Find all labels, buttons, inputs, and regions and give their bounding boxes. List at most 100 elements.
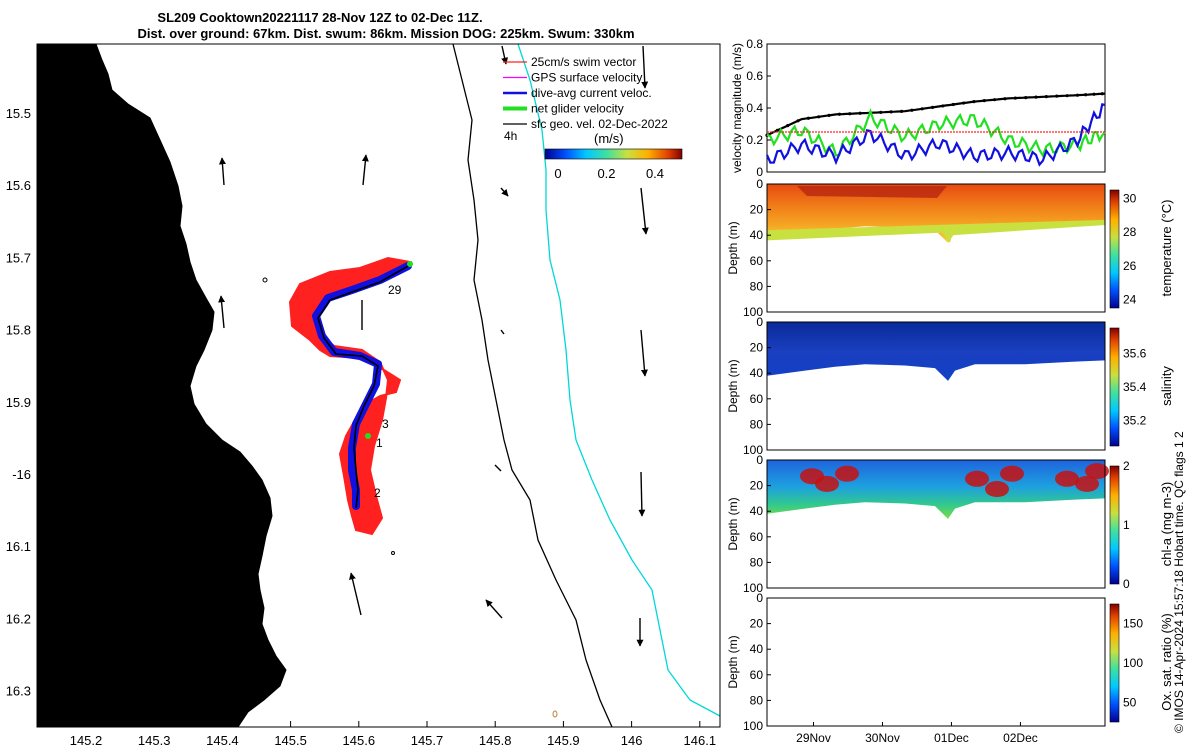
profile-y-tick-label: 0: [756, 453, 763, 467]
velocity-point: [1044, 95, 1048, 99]
map-y-tick-label: 15.8: [6, 323, 31, 338]
profile-colorbar-tick: 1: [1123, 518, 1130, 532]
profile-y-tick-label: 80: [750, 555, 764, 569]
velocity-point: [920, 107, 924, 111]
velocity-point: [858, 111, 862, 115]
map-y-tick-label: 15.9: [6, 395, 31, 410]
map-x-tick-label: 145.3: [138, 733, 171, 748]
glider-position: [407, 261, 413, 267]
chl-high-patch: [965, 470, 989, 487]
map-x-tick-label: 145.7: [411, 733, 444, 748]
velocity-point: [1084, 93, 1088, 97]
profile-y-tick-label: 20: [750, 617, 764, 631]
map-legend: 25cm/s swim vector GPS surface velocitydi…: [503, 55, 668, 131]
profile-ylabel: Depth (m): [726, 359, 740, 412]
map-y-tick-label: 16.1: [6, 539, 31, 554]
velocity-point: [941, 104, 945, 108]
velocity-point: [786, 124, 790, 128]
profile-y-tick-label: 20: [750, 479, 764, 493]
profile-axes-frame: [766, 183, 1106, 313]
profile-y-tick-label: 40: [750, 228, 764, 242]
waypoint-label-2: 2: [374, 486, 381, 500]
velocity-point: [899, 109, 904, 113]
profile-axes-frame: [766, 321, 1106, 451]
velocity-point: [972, 100, 976, 104]
chl-high-patch: [835, 465, 859, 482]
velocity-point: [1055, 94, 1059, 98]
velocity-point: [993, 98, 997, 102]
velocity-point: [827, 113, 831, 117]
isobath-200m: [452, 43, 613, 728]
net-glider-track: [317, 264, 411, 509]
speed-colorbar-tick: 0: [554, 166, 561, 181]
profile-colorbar: [1109, 465, 1120, 585]
velocity-point: [982, 99, 986, 103]
map-y-tick-label: 15.5: [6, 106, 31, 121]
velocity-point: [1065, 94, 1069, 98]
map-x-tick-label: 146.1: [684, 733, 717, 748]
profile-panel-2: 0 20 40 60 80 100 Depth (m) 35.2 35.4 35.6 salinit…: [726, 315, 1174, 457]
profile-colorbar: [1109, 189, 1120, 309]
profile-colorbar-tick: 0: [1123, 577, 1130, 591]
profile-colorbar-label: salinity: [1159, 366, 1174, 406]
profile-y-tick-label: 60: [750, 530, 764, 544]
profile-y-tick-label: 40: [750, 504, 764, 518]
profile-y-tick-label: 80: [750, 693, 764, 707]
profile-y-tick-label: 20: [750, 341, 764, 355]
velocity-point: [806, 116, 810, 120]
profile-y-tick-label: 100: [743, 719, 763, 733]
profile-x-tick-label: 02Dec: [1003, 731, 1038, 745]
profile-y-tick-label: 40: [750, 366, 764, 380]
glider-track: [288, 256, 413, 536]
profile-colorbar-tick: 30: [1123, 191, 1137, 205]
velocity-point: [1003, 97, 1007, 101]
speed-colorbar-tick: 0.4: [646, 166, 664, 181]
profile-y-tick-label: 40: [750, 642, 764, 656]
profile-y-tick-label: 60: [750, 668, 764, 682]
chl-high-patch: [815, 475, 839, 492]
profile-y-tick-label: 60: [750, 254, 764, 268]
map-y-tick-label: -16: [12, 467, 31, 482]
profile-y-tick-label: 80: [750, 279, 764, 293]
map-x-tick-label: 145.2: [70, 733, 103, 748]
isobath-1000m: [517, 43, 721, 717]
profile-y-tick-label: 0: [756, 177, 763, 191]
chl-high-patch: [1055, 470, 1079, 487]
profile-colorbar-tick: 2: [1123, 459, 1130, 473]
profile-axes-frame: [766, 459, 1106, 589]
profile-panel-4: 0 20 40 60 80 100 Depth (m) 50 100 150 Ox. sat. ra…: [726, 591, 1174, 745]
legend-label: sfc geo. vel. 02-Dec-2022: [531, 117, 668, 131]
profile-x-tick-label: 29Nov: [796, 731, 831, 745]
profile-colorbar-label: chl-a (mg m-3): [1159, 482, 1174, 567]
profile-colorbar-tick: 26: [1123, 259, 1137, 273]
chl-high-patch: [1000, 465, 1024, 482]
legend-label: GPS surface velocity: [531, 71, 642, 85]
velocity-y-tick-label: 0: [756, 165, 763, 179]
velocity-point: [848, 112, 852, 116]
chart-title-line1: SL209 Cooktown20221117 28-Nov 12Z to 02-…: [157, 10, 483, 25]
waypoint-marker: [365, 433, 371, 439]
profile-colorbar-tick: 28: [1123, 225, 1137, 239]
profile-x-tick-label: 30Nov: [865, 731, 900, 745]
island: [262, 277, 268, 283]
velocity-point: [930, 105, 935, 109]
island: [391, 551, 395, 555]
profile-colorbar-label: temperature (°C): [1159, 200, 1174, 297]
map-panel: 29 3 1 2 145.2 145.3 145.4 145.5 145.6 145.7 1…: [6, 43, 721, 748]
profile-colorbar: [1109, 603, 1120, 723]
velocity-series-sfc-geo-vel-: [766, 92, 1106, 137]
island: [552, 710, 558, 718]
profile-panel-1: 0 20 40 60 80 100 Depth (m) 24 26 28 30 temperature…: [726, 177, 1174, 319]
profile-ylabel: Depth (m): [726, 221, 740, 274]
profile-colorbar: [1109, 327, 1120, 447]
map-y-tick-label: 15.6: [6, 178, 31, 193]
map-x-tick-label: 145.5: [274, 733, 307, 748]
velocity-point: [951, 102, 955, 107]
velocity-y-tick-label: 0.4: [746, 101, 763, 115]
map-x-tick-label: 145.8: [479, 733, 512, 748]
velocity-point: [961, 101, 966, 105]
temperature-warm-band: [797, 186, 947, 198]
